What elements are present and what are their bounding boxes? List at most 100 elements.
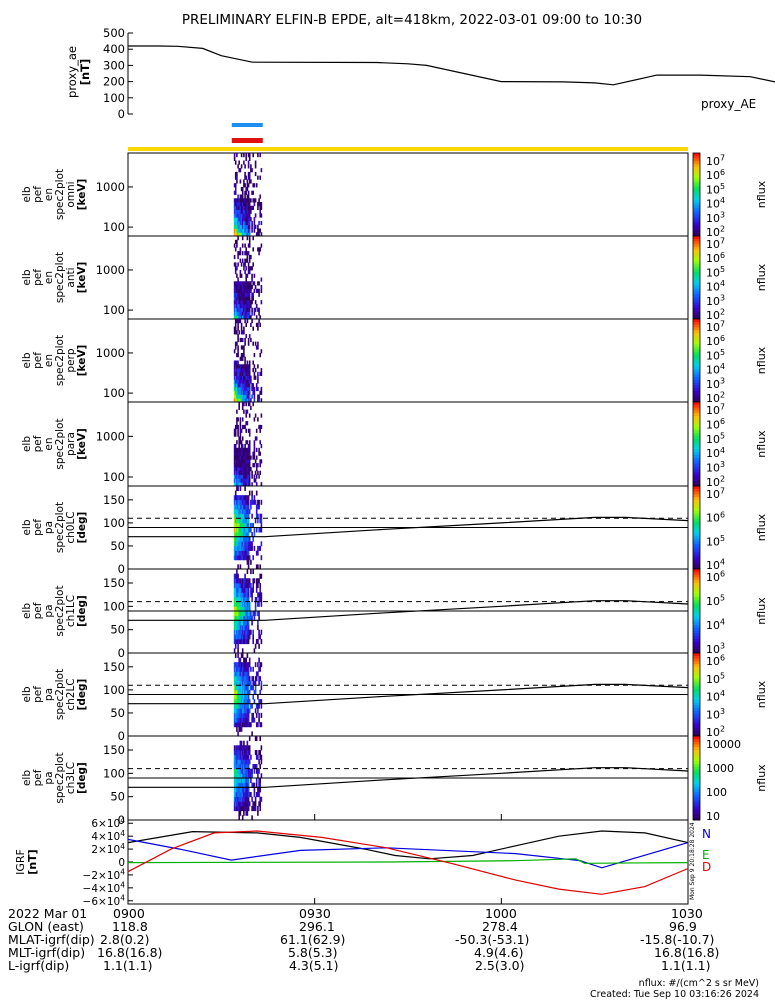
heatmap-cell — [233, 371, 236, 376]
heatmap-cell — [244, 597, 246, 603]
colorbar-tick-label: 103 — [706, 293, 725, 307]
heatmap-cell — [237, 337, 239, 343]
heatmap-cell — [259, 796, 261, 802]
heatmap-cell — [248, 171, 251, 177]
heatmap-cell — [240, 601, 243, 607]
heatmap-cell — [252, 629, 254, 635]
heatmap-cell — [233, 198, 236, 203]
heatmap-cell — [257, 625, 259, 631]
heatmap-cell — [254, 341, 257, 346]
colorbar-tick-label: 107 — [706, 403, 725, 417]
heatmap-cell — [247, 194, 250, 199]
heatmap-cell — [245, 685, 247, 691]
heatmap-cell — [251, 513, 253, 519]
heatmap-cell — [260, 796, 263, 802]
science-zone-bar-top — [231, 123, 263, 127]
heatmap-cell — [258, 717, 260, 723]
heatmap-cell — [241, 296, 244, 301]
heatmap-cell — [241, 611, 244, 617]
heatmap-cell — [237, 764, 239, 770]
colorbar-segment — [693, 677, 700, 682]
heatmap-cell — [233, 689, 236, 695]
colorbar-segment — [693, 244, 700, 248]
heatmap-cell — [250, 541, 252, 547]
heatmap-cell — [244, 583, 246, 589]
heatmap-cell — [253, 417, 256, 422]
heatmap-cell — [246, 536, 249, 542]
heatmap-cell — [234, 601, 237, 607]
heatmap-cell — [241, 463, 244, 468]
colorbar-segment — [693, 806, 700, 810]
heatmap-cell — [239, 634, 242, 640]
heatmap-cell — [253, 440, 256, 445]
colorbar-segment — [693, 233, 700, 237]
colorbar-segment — [693, 291, 700, 295]
ephemeris-value: 4.9(4.6) — [474, 945, 524, 960]
heatmap-cell — [246, 451, 249, 456]
heatmap-cell — [237, 597, 239, 603]
heatmap-cell — [259, 247, 261, 252]
heatmap-cell — [238, 402, 240, 407]
heatmap-cell — [247, 311, 250, 316]
heatmap-cell — [241, 398, 244, 403]
colorbar-segment — [693, 466, 700, 470]
heatmap-cell — [254, 368, 257, 373]
heatmap-cell — [247, 754, 250, 760]
heatmap-cell — [255, 778, 258, 784]
colorbar-segment — [693, 552, 700, 556]
heatmap-cell — [245, 550, 247, 556]
heatmap-cell — [233, 708, 236, 714]
y-axis-units: [nT] — [26, 849, 39, 874]
heatmap-cell — [238, 634, 240, 640]
heatmap-cell — [246, 662, 249, 668]
heatmap-cell — [243, 368, 245, 373]
ephemeris-value: 2.5(3.0) — [475, 958, 525, 973]
heatmap-cell — [236, 175, 238, 180]
heatmap-cell — [241, 187, 244, 192]
heatmap-cell — [247, 662, 250, 668]
colorbar-segment — [693, 390, 700, 395]
heatmap-cell — [247, 703, 250, 709]
ephemeris-value: 16.8(16.8) — [654, 945, 720, 960]
heatmap-cell — [253, 220, 256, 226]
heatmap-cell — [234, 643, 237, 649]
y-axis-label-line: [deg] — [76, 512, 88, 544]
heatmap-cell — [236, 611, 238, 617]
colorbar-label: nflux — [755, 346, 768, 374]
heatmap-cell — [253, 717, 256, 723]
heatmap-cell — [236, 806, 238, 812]
heatmap-cell — [245, 708, 247, 714]
heatmap-cell — [245, 273, 247, 278]
heatmap-cell — [243, 463, 245, 468]
heatmap-cell — [250, 587, 252, 593]
heatmap-cell — [244, 522, 246, 528]
heatmap-cell — [233, 478, 236, 483]
heatmap-cell — [238, 601, 240, 607]
heatmap-cell — [259, 736, 261, 742]
heatmap-cell — [239, 194, 242, 199]
heatmap-cell — [240, 703, 243, 709]
colorbar-segment — [693, 402, 700, 406]
heatmap-cell — [252, 190, 254, 195]
heatmap-cell — [247, 564, 250, 570]
heatmap-cell — [241, 300, 244, 305]
heatmap-cell — [248, 555, 251, 561]
heatmap-cell — [238, 281, 240, 286]
heatmap-cell — [244, 768, 246, 774]
heatmap-cell — [240, 583, 243, 589]
heatmap-cell — [245, 285, 247, 290]
heatmap-cell — [241, 436, 244, 441]
heatmap-cell — [245, 303, 247, 309]
heatmap-cell — [244, 171, 246, 177]
heatmap-cell — [233, 662, 236, 668]
heatmap-cell — [237, 694, 239, 700]
heatmap-cell — [233, 666, 236, 672]
heatmap-cell — [250, 254, 252, 260]
heatmap-cell — [255, 671, 258, 677]
heatmap-cell — [243, 597, 245, 603]
y-axis-label-line: pa — [43, 521, 55, 534]
heatmap-cell — [241, 527, 244, 533]
heatmap-cell — [243, 717, 245, 723]
heatmap-cell — [240, 311, 243, 316]
heatmap-cell — [241, 592, 244, 598]
